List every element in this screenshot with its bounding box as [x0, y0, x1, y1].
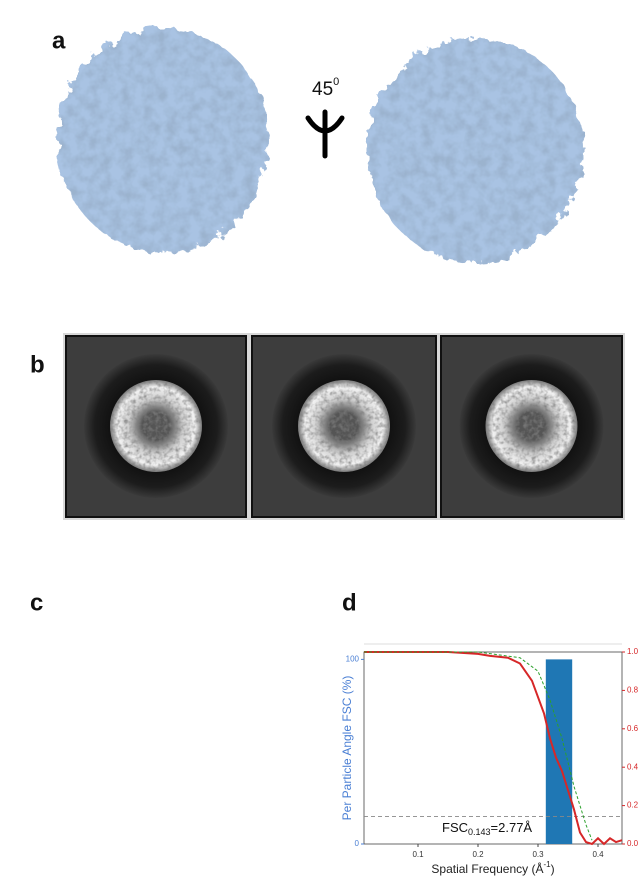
y-axis-label: Per Particle Angle FSC (%)	[340, 676, 354, 821]
y2-tick-label: 0.2	[627, 801, 639, 810]
panel-label: b	[30, 351, 45, 378]
annotation-suffix: =2.77Å	[491, 820, 533, 835]
x-tick-label: 0.1	[412, 850, 424, 859]
figure: a 450 b c d 0.10.20.30.401000.00.20.40.6…	[0, 0, 644, 880]
y2-tick-label: 0.6	[627, 724, 639, 733]
annotation-sub: 0.143	[468, 827, 491, 837]
y-tick-label: 100	[346, 654, 360, 663]
panel-label: d	[342, 589, 357, 616]
y2-tick-label: 0.0	[627, 839, 639, 848]
x-axis-label: Spatial Frequency (Å-1)	[431, 860, 554, 876]
density-map	[57, 28, 269, 252]
x-tick-label: 0.3	[532, 850, 544, 859]
y2-tick-label: 0.8	[627, 686, 639, 695]
rotation-symbol	[308, 112, 342, 156]
annotation-text: FSC	[442, 820, 468, 835]
particle	[110, 380, 202, 472]
class-averages	[66, 336, 622, 517]
panel-label: a	[52, 27, 66, 54]
x-tick-label: 0.2	[472, 850, 484, 859]
rotation-label: 450	[312, 76, 339, 100]
density-map	[367, 38, 583, 262]
angle: 45	[312, 79, 333, 100]
x-label-end: )	[551, 862, 555, 876]
particle	[298, 380, 390, 472]
y2-tick-label: 0.4	[627, 762, 639, 771]
panel-label: c	[30, 589, 43, 616]
x-label-text: Spatial Frequency (Å	[431, 861, 543, 876]
y-tick-label: 0	[355, 839, 360, 848]
page: {"panels": {"a": {"label": "a", "rotatio…	[0, 0, 644, 880]
particle	[486, 380, 578, 472]
angle-unit: 0	[333, 76, 339, 88]
y2-tick-label: 1.0	[627, 647, 639, 656]
x-tick-label: 0.4	[592, 850, 604, 859]
